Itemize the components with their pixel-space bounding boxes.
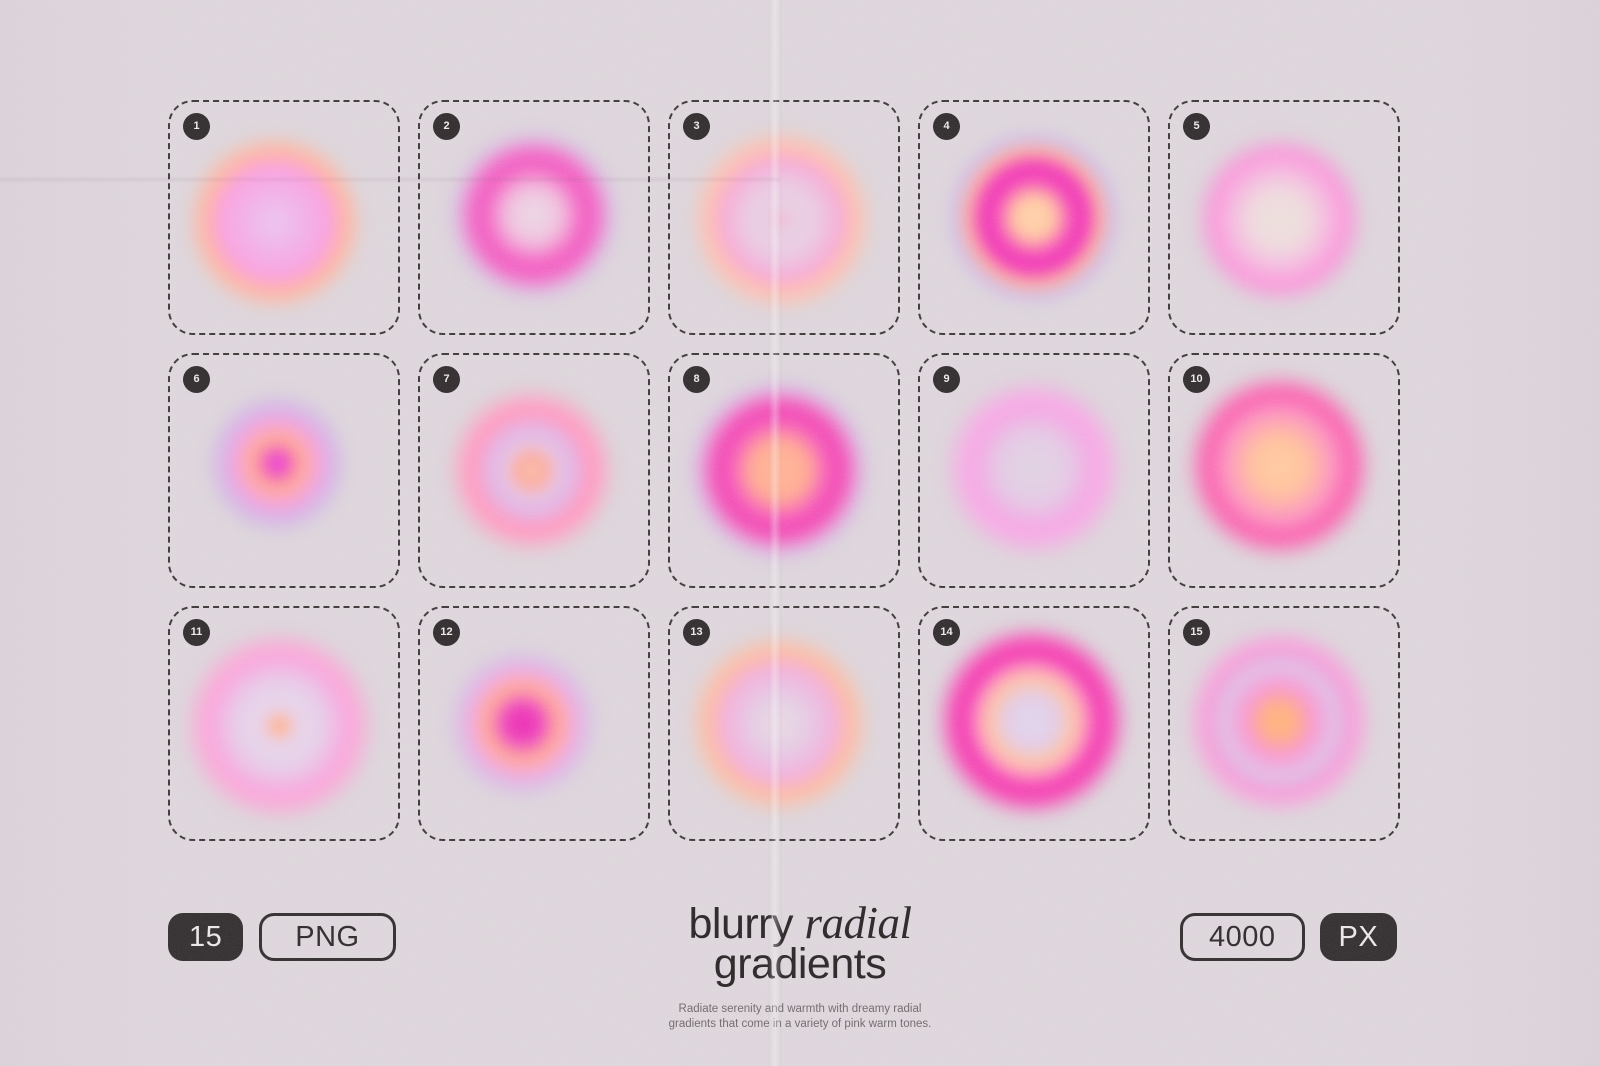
size-badge: 4000 [1180,913,1305,961]
number-badge: 13 [683,619,710,646]
gradient-swatch-15: 15 [1168,606,1400,841]
gradient-swatch-6: 6 [168,353,400,588]
number-badge: 14 [933,619,960,646]
poster-description: Radiate serenity and warmth with dreamy … [0,1002,1600,1032]
gradient-swatch-10: 10 [1168,353,1400,588]
number-badge: 4 [933,113,960,140]
number-badge: 11 [183,619,210,646]
gradient-swatch-13: 13 [668,606,900,841]
gradient-swatch-8: 8 [668,353,900,588]
number-badge: 10 [1183,366,1210,393]
number-badge: 3 [683,113,710,140]
number-badge: 7 [433,366,460,393]
number-badge: 5 [1183,113,1210,140]
gradient-swatch-9: 9 [918,353,1150,588]
number-badge: 12 [433,619,460,646]
number-badge: 8 [683,366,710,393]
gradient-swatch-2: 2 [418,100,650,335]
gradient-swatch-5: 5 [1168,100,1400,335]
number-badge: 1 [183,113,210,140]
gradient-swatch-1: 1 [168,100,400,335]
right-badge-group: 4000 PX [1180,913,1398,961]
number-badge: 9 [933,366,960,393]
number-badge: 15 [1183,619,1210,646]
number-badge: 2 [433,113,460,140]
gradient-swatch-4: 4 [918,100,1150,335]
gradient-swatch-11: 11 [168,606,400,841]
description-line-2: gradients that come in a variety of pink… [668,1018,932,1030]
unit-badge: PX [1319,913,1398,961]
gradient-swatch-12: 12 [418,606,650,841]
gradient-grid: 1 2 3 4 5 6 7 8 9 10 11 12 13 14 15 [168,100,1400,841]
gradient-swatch-14: 14 [918,606,1150,841]
gradient-swatch-7: 7 [418,353,650,588]
gradient-swatch-3: 3 [668,100,900,335]
number-badge: 6 [183,366,210,393]
description-line-1: Radiate serenity and warmth with dreamy … [678,1003,922,1015]
